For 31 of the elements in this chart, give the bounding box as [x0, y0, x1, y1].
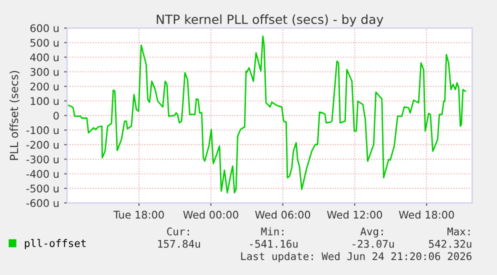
- y-tick-label: 200 u: [30, 82, 59, 90]
- x-tick-label: Wed 12:00: [327, 210, 382, 219]
- x-tick-label: Wed 06:00: [255, 210, 310, 219]
- text: -541.16u: [250, 240, 298, 248]
- text: Last update: Wed Jun 24 21:20:06 2026: [241, 252, 472, 262]
- y-tick-label: 500 u: [30, 38, 59, 47]
- y-tick-label: -400 u: [26, 170, 59, 178]
- x-tick-label: Wed 00:00: [183, 210, 238, 219]
- y-tick-label: -300 u: [26, 155, 59, 164]
- y-tick-label: -200 u: [26, 140, 59, 149]
- text: Cur:: [167, 228, 189, 236]
- text: Min:: [261, 227, 284, 236]
- y-tick-label: -100 u: [26, 126, 59, 134]
- y-tick-label: 600 u: [30, 24, 59, 32]
- y-tick-label: 300 u: [30, 68, 59, 76]
- y-tick-label: 0: [54, 112, 59, 120]
- text: 542.32u: [428, 240, 472, 248]
- text: Avg:: [360, 228, 383, 238]
- text: 157.84u: [158, 240, 200, 248]
- y-axis-title: PLL offset (secs): [10, 70, 20, 160]
- text: Max:: [448, 228, 470, 236]
- chart-title: NTP kernel PLL offset (secs) - by day: [156, 14, 384, 26]
- x-tick-label: Wed 18:00: [398, 210, 454, 219]
- line-series: [68, 36, 466, 194]
- text: -23.07u: [352, 240, 394, 248]
- y-tick-label: 100 u: [30, 97, 59, 106]
- y-tick-label: -500 u: [26, 184, 59, 192]
- y-tick-label: 400 u: [30, 53, 59, 62]
- x-tick-label: Tue 18:00: [113, 210, 164, 219]
- legend-label: pll-offset: [24, 239, 86, 250]
- y-tick-label: -600 u: [26, 199, 59, 208]
